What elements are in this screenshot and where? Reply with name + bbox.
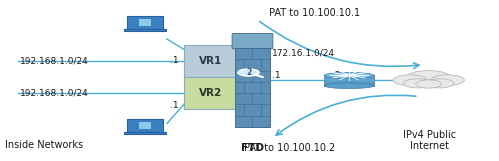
FancyBboxPatch shape bbox=[139, 19, 151, 26]
Text: PAT to 10.100.10.1: PAT to 10.100.10.1 bbox=[268, 9, 360, 19]
Text: 2: 2 bbox=[246, 68, 251, 76]
Text: 192.168.1.0/24: 192.168.1.0/24 bbox=[19, 56, 88, 65]
FancyBboxPatch shape bbox=[235, 48, 270, 127]
Text: Inside Networks: Inside Networks bbox=[4, 140, 83, 150]
Ellipse shape bbox=[324, 72, 374, 78]
Text: .1: .1 bbox=[272, 71, 280, 80]
Text: .2: .2 bbox=[332, 71, 340, 80]
Circle shape bbox=[431, 75, 465, 86]
FancyBboxPatch shape bbox=[124, 132, 166, 134]
Text: 172.16.1.0/24: 172.16.1.0/24 bbox=[272, 49, 335, 58]
Text: IPv4 Public
Internet: IPv4 Public Internet bbox=[403, 130, 456, 151]
Text: PAT to 10.100.10.2: PAT to 10.100.10.2 bbox=[244, 142, 335, 152]
Circle shape bbox=[407, 71, 451, 85]
FancyBboxPatch shape bbox=[184, 77, 238, 109]
Text: 192.168.1.0/24: 192.168.1.0/24 bbox=[19, 89, 88, 98]
FancyBboxPatch shape bbox=[232, 33, 273, 49]
Circle shape bbox=[404, 79, 432, 88]
Circle shape bbox=[393, 75, 427, 86]
FancyBboxPatch shape bbox=[324, 75, 374, 86]
FancyBboxPatch shape bbox=[184, 45, 238, 76]
Text: .1: .1 bbox=[170, 56, 179, 65]
Ellipse shape bbox=[324, 83, 374, 89]
Circle shape bbox=[425, 79, 454, 88]
FancyBboxPatch shape bbox=[139, 122, 151, 129]
Text: VR1: VR1 bbox=[199, 56, 223, 66]
Circle shape bbox=[416, 80, 442, 88]
FancyBboxPatch shape bbox=[127, 119, 163, 132]
Text: .1: .1 bbox=[170, 101, 179, 110]
Text: FTD: FTD bbox=[241, 143, 264, 153]
Text: VR2: VR2 bbox=[199, 88, 223, 98]
FancyBboxPatch shape bbox=[124, 29, 166, 31]
FancyBboxPatch shape bbox=[127, 16, 163, 29]
Circle shape bbox=[238, 69, 259, 76]
